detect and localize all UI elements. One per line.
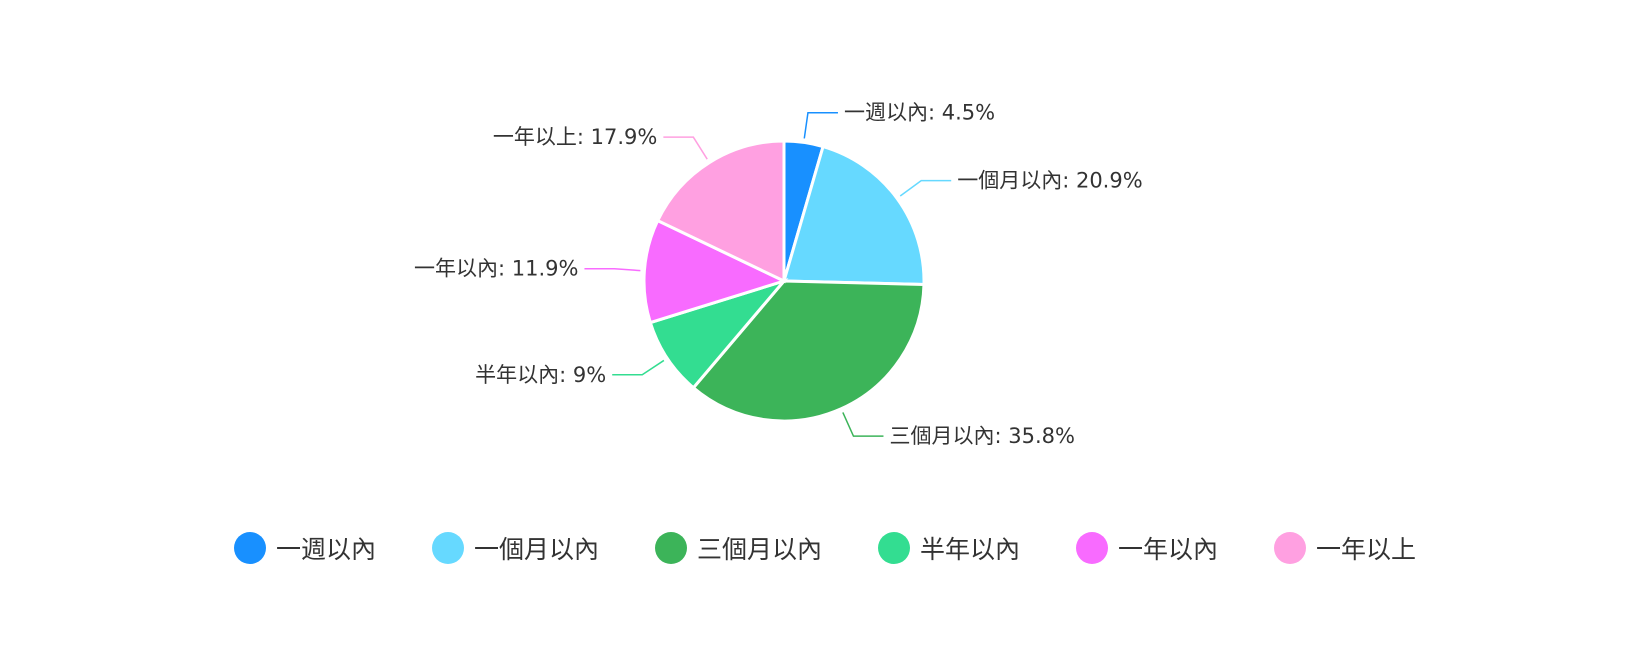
legend-item-1[interactable]: 一週以內 [233,530,376,566]
slice-label-5: 一年以內: 11.9% [414,257,578,281]
slice-label-4: 半年以內: 9% [475,363,606,387]
legend-swatch-icon [654,532,687,564]
legend-item-4[interactable]: 半年以內 [878,530,1020,566]
legend-item-3[interactable]: 三個月以內 [654,530,822,566]
legend-label: 一週以內 [275,535,376,564]
legend-item-2[interactable]: 一個月以內 [431,530,599,566]
pie-slice-2[interactable] [782,144,926,287]
legend-swatch-icon [431,532,464,564]
leader-line-1 [803,111,838,139]
leader-line-3 [842,412,884,437]
leader-line-6 [663,136,708,160]
legend-swatch-icon [1274,532,1307,564]
pie-slice-5[interactable] [642,218,789,325]
legend-label: 半年以內 [920,535,1021,564]
legend-item-5[interactable]: 一年以內 [1076,530,1218,566]
leader-line-4 [612,359,665,376]
slice-label-3: 三個月以內: 35.8% [889,424,1074,448]
pie-slice-3[interactable] [691,279,926,423]
leader-line-5 [584,267,641,272]
slice-label-6: 一年以上: 17.9% [493,125,657,149]
pie-slices [642,139,926,423]
legend-label: 三個月以內 [696,535,822,564]
legend-label: 一個月以內 [473,535,599,564]
slice-labels: 一週以內: 4.5% 一個月以內: 20.9% 三個月以內: 35.8% 半年以內: … [414,101,1143,448]
legend-swatch-icon [1076,532,1109,564]
pie-chart: 一週以內: 4.5% 一個月以內: 20.9% 三個月以內: 35.8% 半年以內: … [414,101,1143,448]
slice-label-1: 一週以內: 4.5% [844,101,995,125]
leader-line-2 [899,179,952,197]
slice-label-2: 一個月以內: 20.9% [957,169,1142,193]
legend-item-6[interactable]: 一年以上 [1274,530,1416,566]
leader-lines [584,111,952,437]
legend: 一週以內 一個月以內 三個月以內 半年以內 一年以內 一年以上 [0,530,1650,566]
pie-slice-6[interactable] [655,139,786,284]
legend-swatch-icon [878,532,910,564]
legend-label: 一年以上 [1316,535,1417,564]
legend-swatch-icon [233,532,266,564]
legend-label: 一年以內 [1118,535,1219,564]
pie-slice-4[interactable] [648,278,789,390]
